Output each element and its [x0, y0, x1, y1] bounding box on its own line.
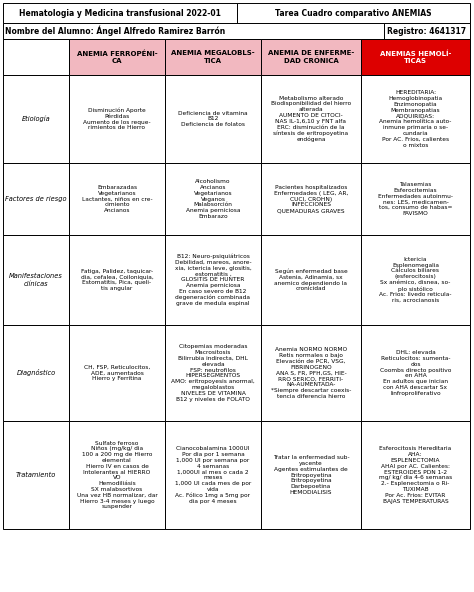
Bar	[261, 325, 361, 421]
Bar	[261, 421, 361, 529]
Text: Citopemias moderadas
Macrositosis
Bilirrubia indirecta, DHL
elevada
FSP: neutrof: Citopemias moderadas Macrositosis Bilirr…	[171, 345, 255, 401]
Text: Tratamiento: Tratamiento	[16, 472, 56, 478]
Text: ANEMIA FERROPÉNI-
CA: ANEMIA FERROPÉNI- CA	[77, 50, 157, 64]
Bar	[3, 235, 69, 325]
Text: ANEMIA MEGALOBLS-
TICA: ANEMIA MEGALOBLS- TICA	[171, 50, 255, 64]
Text: Disminución Aporte
Pérdidas
Aumento de los reque-
rimientos de Hierro: Disminución Aporte Pérdidas Aumento de l…	[83, 108, 151, 130]
Bar	[3, 39, 69, 75]
Text: Esferocitosis Hereditaria
AHA:
ESPLENECTOMIA
AHAI por AC. Calientes:
ESTEROIDES : Esferocitosis Hereditaria AHA: ESPLENECT…	[379, 446, 452, 504]
Text: Tarea Cuadro comparativo ANEMIAS: Tarea Cuadro comparativo ANEMIAS	[275, 8, 432, 18]
Text: Hematologia y Medicina transfusional 2022-01: Hematologia y Medicina transfusional 202…	[19, 8, 221, 18]
Text: Etiología: Etiología	[22, 116, 50, 123]
Bar	[69, 163, 165, 235]
Text: Sulfato ferroso
Niños (mg/kg/ dia
100 a 200 mg de Hierro
elemental
Hierro IV en : Sulfato ferroso Niños (mg/kg/ dia 100 a …	[77, 440, 157, 509]
Text: Talasemias
Esferocitemias
Enfermedades autoinmu-
nes: LES, medicamen-
tos, consu: Talasemias Esferocitemias Enfermedades a…	[378, 182, 453, 216]
Text: Nombre del Alumno: Ángel Alfredo Ramirez Barrón: Nombre del Alumno: Ángel Alfredo Ramirez…	[5, 25, 225, 36]
Bar	[261, 163, 361, 235]
Bar	[361, 325, 470, 421]
Bar	[165, 421, 261, 529]
Bar	[69, 325, 165, 421]
Bar	[3, 75, 69, 163]
Bar	[165, 39, 261, 75]
Text: Metabolismo alterado
Biodisponibilidad del hierro
alterada
AUMENTO DE CITOCI-
NA: Metabolismo alterado Biodisponibilidad d…	[271, 95, 351, 143]
Bar	[361, 39, 470, 75]
Bar	[3, 23, 384, 39]
Bar	[165, 75, 261, 163]
Text: ANEMIA DE ENFERME-
DAD CRÓNICA: ANEMIA DE ENFERME- DAD CRÓNICA	[268, 50, 354, 64]
Bar	[3, 3, 237, 23]
Text: CH, FSP, Reticulocitos,
ADE, aumentados
Hierro y Ferritina: CH, FSP, Reticulocitos, ADE, aumentados …	[84, 365, 150, 381]
Bar	[69, 75, 165, 163]
Bar	[261, 39, 361, 75]
Bar	[165, 163, 261, 235]
Bar	[69, 421, 165, 529]
Bar	[165, 235, 261, 325]
Text: HEREDITARIA:
Hemoglobinopatia
Enzimonopatia
Membranopatias
ADQUIRIDAS:
Anemia he: HEREDITARIA: Hemoglobinopatia Enzimonopa…	[379, 91, 452, 147]
Text: Anemia NORMO NORMO
Retis normales o bajo
Elevación de PCR, VSG,
FIBRINOGENO
ANA : Anemia NORMO NORMO Retis normales o bajo…	[271, 348, 351, 398]
Bar	[165, 325, 261, 421]
Text: Diagnóstico: Diagnóstico	[17, 369, 55, 377]
Bar	[69, 235, 165, 325]
Text: Tratar la enfermedad sub-
yacente
Agentes estimulantes de
Eritropoyetina
Eritrop: Tratar la enfermedad sub- yacente Agente…	[273, 455, 349, 495]
Text: DHL: elevada
Reticulocitos: sumenta-
dos
Coombs directo positivo
en AHA
En adult: DHL: elevada Reticulocitos: sumenta- dos…	[380, 350, 451, 396]
Text: Embarazadas
Vegetarianos
Lactantes, niños en cre-
cimiento
Ancianos: Embarazadas Vegetarianos Lactantes, niño…	[82, 185, 152, 213]
Bar	[3, 421, 69, 529]
Text: Pacientes hospitalizados
Enfermedades ( LEG, AR,
CUCI, CROHN)
INFECCIONES
QUEMAD: Pacientes hospitalizados Enfermedades ( …	[274, 185, 348, 213]
Bar	[361, 75, 470, 163]
Bar	[3, 163, 69, 235]
Bar	[237, 3, 470, 23]
Text: Deficiencia de vitamina
B12
Deficiencia de folatos: Deficiencia de vitamina B12 Deficiencia …	[178, 111, 248, 127]
Text: ANEMIAS HEMOLÍ-
TICAS: ANEMIAS HEMOLÍ- TICAS	[380, 50, 451, 64]
Text: Cianocobalamina 1000UI
Por dia por 1 semana
1,000 UI por semana por
4 semanas
1,: Cianocobalamina 1000UI Por dia por 1 sem…	[175, 446, 251, 504]
Bar	[69, 39, 165, 75]
Text: Registro: 4641317: Registro: 4641317	[387, 27, 466, 36]
Bar	[261, 75, 361, 163]
Text: Alcoholismo
Ancianos
Vegetarianos
Veganos
Malabsorción
Anemia perniciosa
Embaraz: Alcoholismo Ancianos Vegetarianos Vegano…	[186, 179, 240, 219]
Bar	[361, 421, 470, 529]
Text: Manifestaciones
clínicas: Manifestaciones clínicas	[9, 274, 63, 287]
Text: Según enfermedad base
Astenia, Adinamia, sx
anemico dependiendo la
cronicidad: Según enfermedad base Astenia, Adinamia,…	[274, 269, 347, 291]
Bar	[361, 235, 470, 325]
Text: Factores de riesgo: Factores de riesgo	[5, 196, 67, 202]
Text: Fatiga, Palidez, taquicar-
dia, cefalea, Coiloniquia,
Estomatitis, Pica, queli-
: Fatiga, Palidez, taquicar- dia, cefalea,…	[81, 269, 154, 291]
Bar	[261, 235, 361, 325]
Text: B12: Neuro-psiquiátricos
Debilidad, mareos, anore-
xia, ictericia leve, glositis: B12: Neuro-psiquiátricos Debilidad, mare…	[174, 254, 251, 306]
Bar	[384, 23, 470, 39]
Bar	[361, 163, 470, 235]
Bar	[3, 325, 69, 421]
Text: Ictericia
Esplenomegalia
Cálculos biliares
(esferocitosis)
Sx anémico, disnea, s: Ictericia Esplenomegalia Cálculos biliar…	[379, 257, 452, 303]
